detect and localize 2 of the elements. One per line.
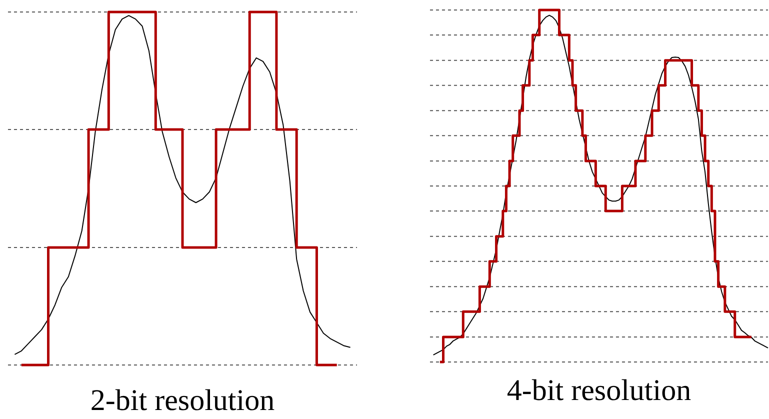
x-axis-title: 2-bit resolution — [90, 384, 275, 417]
x-axis-title: 4-bit resolution — [506, 374, 692, 407]
